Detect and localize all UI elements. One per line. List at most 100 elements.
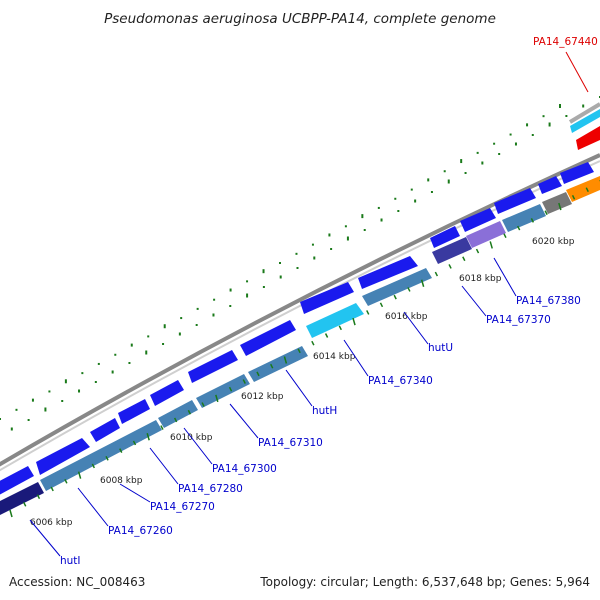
- gene-label[interactable]: PA14_67280: [178, 483, 243, 495]
- gene-label[interactable]: PA14_67370: [486, 314, 551, 326]
- gc-dots-outer: [10, 96, 600, 431]
- scale-tick: [228, 386, 233, 392]
- scale-tick: [558, 202, 562, 211]
- gc-dots-inner: [0, 104, 561, 420]
- gene-label[interactable]: hutU: [428, 342, 453, 354]
- scale-tick: [146, 433, 150, 441]
- gene-label[interactable]: PA14_67380: [516, 295, 581, 307]
- tick-label: 6016 kbp: [385, 312, 428, 322]
- gene-arrow[interactable]: [560, 162, 594, 184]
- scale-tick: [352, 317, 356, 326]
- gene-arrow[interactable]: [118, 399, 150, 424]
- gene-arrow[interactable]: [300, 282, 354, 314]
- leader-line: [29, 519, 61, 557]
- gene-bar[interactable]: [196, 374, 250, 408]
- genome-summary-text: Topology: circular; Length: 6,537,648 bp…: [259, 575, 590, 589]
- tick-label: 6020 kbp: [532, 237, 575, 247]
- scale-tick: [393, 294, 397, 300]
- scale-tick: [503, 233, 507, 239]
- gene-label[interactable]: hutI: [60, 555, 81, 567]
- leader-line: [77, 487, 109, 527]
- label-leaders: [29, 257, 517, 557]
- scale-tick: [379, 302, 384, 308]
- gene-bar-dark[interactable]: [0, 482, 44, 520]
- scale-tick: [366, 310, 370, 315]
- gene-bar[interactable]: [40, 420, 162, 491]
- gene-label[interactable]: PA14_67300: [212, 463, 277, 475]
- gene-arrow[interactable]: [36, 438, 90, 475]
- leader-line: [493, 257, 517, 297]
- forward-gene-track: [0, 162, 594, 500]
- scale-tick: [585, 187, 589, 193]
- gene-bar[interactable]: [158, 400, 198, 428]
- tick-label: 6018 kbp: [459, 274, 502, 284]
- scale-tick: [434, 271, 439, 277]
- tick-label: 6008 kbp: [100, 476, 143, 486]
- leader-line: [149, 447, 179, 485]
- outer-gene-cyan[interactable]: [570, 109, 600, 133]
- gene-labels: hutI PA14_67260 PA14_67270 PA14_67280 PA…: [60, 36, 598, 567]
- scale-tick: [91, 463, 95, 469]
- gene-bar-orange[interactable]: [566, 176, 600, 202]
- outer-gene-red[interactable]: [576, 126, 600, 150]
- scale-tick: [544, 210, 548, 216]
- gene-arrow[interactable]: [460, 208, 496, 232]
- scale-tick: [201, 402, 205, 407]
- scale-tick: [517, 225, 521, 231]
- gene-label[interactable]: PA14_67440: [533, 36, 598, 48]
- outer-gene-leader-line: [565, 51, 589, 93]
- gene-label[interactable]: PA14_67270: [150, 501, 215, 513]
- gene-arrow[interactable]: [0, 466, 34, 500]
- scale-tick: [119, 448, 123, 453]
- scale-tick: [297, 348, 301, 354]
- gene-label[interactable]: PA14_67340: [368, 375, 433, 387]
- gene-bar-dark[interactable]: [432, 237, 472, 264]
- leader-line: [461, 285, 487, 317]
- scale-tick: [256, 371, 260, 377]
- scale-tick: [571, 195, 576, 200]
- scale-tick: [77, 471, 82, 479]
- gene-arrow[interactable]: [430, 226, 460, 248]
- leader-line: [343, 339, 369, 377]
- gene-bar-highlight[interactable]: [306, 303, 364, 338]
- reverse-gene-track: [0, 176, 600, 520]
- scale-ticks: [9, 180, 600, 518]
- scale-tick: [270, 363, 274, 369]
- gene-arrow[interactable]: [240, 320, 296, 356]
- scale-tick: [489, 241, 493, 249]
- scale-labels: 6006 kbp 6008 kbp 6010 kbp 6012 kbp 6014…: [30, 237, 575, 528]
- gene-bar-gray[interactable]: [542, 192, 572, 214]
- scale-tick: [132, 440, 137, 446]
- scale-tick: [475, 248, 480, 254]
- tick-label: 6012 kbp: [241, 392, 284, 402]
- scale-tick: [160, 425, 164, 430]
- gene-label[interactable]: PA14_67310: [258, 437, 323, 449]
- outer-track: [565, 51, 600, 150]
- scale-tick: [36, 494, 41, 499]
- gene-bar[interactable]: [502, 204, 546, 232]
- tick-label: 6006 kbp: [30, 518, 73, 528]
- scale-tick: [324, 333, 329, 338]
- leader-line: [119, 483, 151, 503]
- gene-arrow[interactable]: [150, 380, 184, 406]
- map-title: Pseudomonas aeruginosa UCBPP-PA14, compl…: [104, 11, 496, 27]
- gene-arrow[interactable]: [538, 176, 562, 194]
- gene-bar[interactable]: [248, 346, 308, 382]
- gene-label[interactable]: hutH: [312, 405, 337, 417]
- gene-label[interactable]: PA14_67260: [108, 525, 173, 537]
- leader-line: [285, 369, 313, 407]
- gene-bar-purple[interactable]: [466, 221, 506, 248]
- gene-bar[interactable]: [362, 268, 432, 306]
- scale-tick: [215, 394, 219, 403]
- scale-tick: [338, 325, 342, 331]
- accession-text: Accession: NC_008463: [9, 575, 145, 589]
- gene-arrow[interactable]: [358, 256, 418, 289]
- gene-arrow[interactable]: [90, 418, 120, 442]
- scale-tick: [105, 455, 109, 461]
- scale-tick: [530, 218, 535, 223]
- gene-arrow[interactable]: [188, 350, 238, 383]
- gene-arrow[interactable]: [494, 188, 536, 214]
- leader-line: [403, 311, 429, 345]
- scale-tick: [448, 264, 452, 269]
